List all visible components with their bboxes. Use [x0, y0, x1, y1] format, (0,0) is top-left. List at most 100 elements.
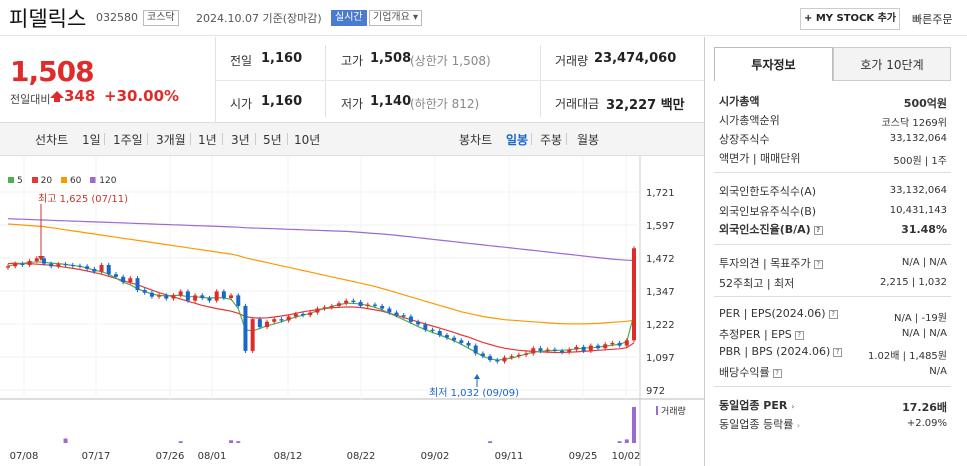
legend-ma5: 5	[17, 176, 23, 186]
candle-body	[70, 264, 75, 266]
ma-line-ma60	[7, 223, 635, 325]
chart-legend: 5 20 60 120	[8, 176, 116, 186]
sector-rate-row[interactable]: 동일업종 등락률 ›	[719, 416, 800, 432]
help-icon[interactable]: ?	[772, 369, 782, 378]
low-annotation: 최저 1,032 (09/09)	[429, 387, 519, 399]
y-tick-label: 1,472	[646, 254, 675, 265]
high-annotation: 최고 1,625 (07/11)	[38, 193, 128, 205]
candle-body	[6, 266, 10, 268]
candle-body	[164, 295, 169, 299]
per-row: PER | EPS(2024.06)?	[719, 307, 838, 320]
candle-body	[336, 303, 341, 306]
candle-body	[193, 295, 198, 301]
period-monthly[interactable]: 월봉	[577, 133, 600, 147]
divider	[215, 37, 216, 123]
add-mystock-button[interactable]: + MY STOCK 추가	[800, 8, 900, 30]
candle-body	[459, 340, 464, 343]
candle-body	[329, 305, 334, 308]
invest-info-panel	[704, 37, 967, 466]
legend-ma20: 20	[40, 176, 53, 186]
candle-body	[149, 292, 154, 297]
high-value: 1,508	[370, 51, 412, 66]
current-price: 1,508	[10, 55, 95, 88]
candle-body	[387, 308, 392, 313]
divider	[531, 133, 532, 145]
period-3m[interactable]: 3개월	[156, 133, 186, 147]
candle-body	[552, 349, 557, 351]
candle-body	[437, 331, 442, 336]
tab-hoga-10[interactable]: 호가 10단계	[833, 47, 951, 81]
period-3y[interactable]: 3년	[231, 133, 250, 147]
sector-per-row[interactable]: 동일업종 PER ›	[719, 397, 795, 413]
help-icon[interactable]: ?	[813, 260, 823, 269]
divider	[255, 133, 256, 145]
candle-body	[157, 295, 162, 297]
candle-body	[171, 295, 176, 299]
divider	[714, 244, 951, 245]
candle-body	[128, 278, 133, 283]
candle-body	[229, 295, 234, 299]
company-info-dropdown[interactable]: 기업개요 ▾	[369, 10, 422, 26]
candle-body	[34, 258, 39, 261]
candle-body	[430, 329, 435, 332]
period-10y[interactable]: 10년	[294, 133, 321, 147]
candle-body	[315, 308, 320, 313]
price-summary	[0, 37, 704, 123]
period-1w[interactable]: 1주일	[113, 133, 143, 147]
pbr-row: PBR | BPS (2024.06)?	[719, 345, 843, 358]
help-icon[interactable]: ?	[828, 310, 838, 319]
candle-body	[524, 353, 529, 355]
period-5y[interactable]: 5년	[263, 133, 282, 147]
divider	[287, 133, 288, 145]
candle-body	[610, 342, 615, 345]
candle-body	[243, 305, 248, 351]
shares-value: 33,132,064	[889, 133, 947, 144]
candle-body	[394, 312, 399, 316]
help-icon[interactable]: ?	[813, 226, 823, 235]
foreign-hold-label: 외국인보유주식수(B)	[719, 205, 817, 218]
help-icon[interactable]: ?	[833, 348, 843, 357]
candle-body	[574, 346, 579, 350]
divider	[714, 386, 951, 387]
period-1d[interactable]: 1일	[82, 133, 101, 147]
divider	[714, 172, 951, 173]
divider	[104, 133, 105, 145]
candle-body	[560, 350, 565, 353]
x-tick-label: 09/02	[421, 451, 450, 462]
foreign-ratio-value: 31.48%	[901, 223, 947, 236]
candle-body	[13, 263, 18, 267]
est-per-row: 추정PER | EPS?	[719, 326, 804, 342]
volume-bar	[624, 439, 629, 443]
candle-body	[135, 278, 140, 291]
candle-body	[588, 345, 593, 351]
candle-body	[358, 301, 363, 306]
candle-body	[250, 319, 255, 351]
candle-body	[41, 258, 46, 264]
candle-body	[142, 290, 147, 293]
divider	[216, 80, 704, 81]
help-icon[interactable]: ?	[794, 331, 804, 340]
candle-body	[351, 300, 356, 302]
realtime-button[interactable]: 실시간	[331, 10, 367, 26]
period-daily[interactable]: 일봉	[506, 133, 529, 147]
foreign-ratio-label: 외국인소진율(B/A)	[719, 223, 811, 236]
period-1y[interactable]: 1년	[198, 133, 217, 147]
period-weekly[interactable]: 주봉	[540, 133, 563, 147]
candle-body	[49, 263, 54, 267]
y-tick-label: 1,347	[646, 287, 675, 298]
opinion-row: 투자의견 | 목표주가?	[719, 255, 823, 271]
candle-body	[401, 315, 406, 317]
candle-chart-label: 봉차트	[459, 133, 493, 147]
candle-body	[27, 260, 32, 265]
candle-body	[214, 291, 219, 301]
high-label: 고가	[341, 54, 364, 68]
price-chart[interactable]: 1,721 1,597 1,472 1,347 1,222 1,097 972 07/08 0…	[0, 156, 704, 466]
sector-per-value: 17.26배	[902, 401, 947, 414]
low-label: 저가	[341, 97, 364, 111]
candle-body	[185, 291, 190, 301]
candle-body	[632, 248, 636, 341]
candle-body	[121, 276, 126, 283]
tab-invest-info[interactable]: 투자정보	[714, 47, 833, 81]
candle-body	[509, 356, 514, 358]
quick-order-button[interactable]: 빠른주문	[912, 13, 953, 26]
